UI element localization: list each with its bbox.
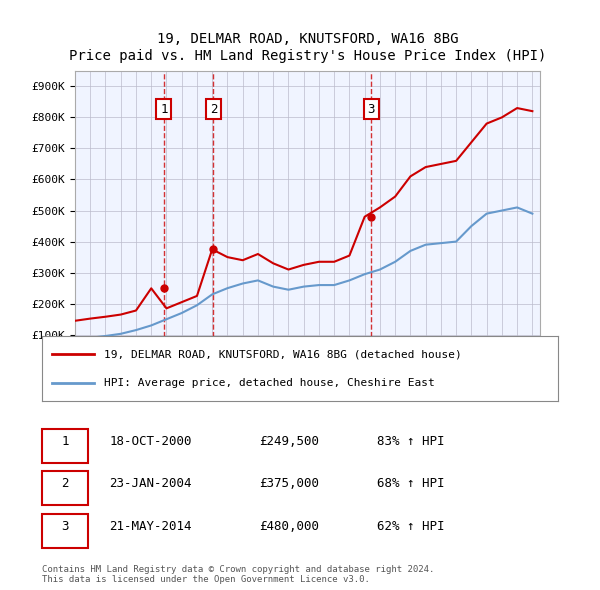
Text: 18-OCT-2000: 18-OCT-2000	[109, 435, 191, 448]
FancyBboxPatch shape	[42, 513, 88, 548]
Text: 62% ↑ HPI: 62% ↑ HPI	[377, 520, 445, 533]
Text: 3: 3	[61, 520, 69, 533]
Text: 19, DELMAR ROAD, KNUTSFORD, WA16 8BG (detached house): 19, DELMAR ROAD, KNUTSFORD, WA16 8BG (de…	[104, 349, 461, 359]
Text: 21-MAY-2014: 21-MAY-2014	[109, 520, 191, 533]
Text: 68% ↑ HPI: 68% ↑ HPI	[377, 477, 445, 490]
Text: 1: 1	[61, 435, 69, 448]
Text: 83% ↑ HPI: 83% ↑ HPI	[377, 435, 445, 448]
FancyBboxPatch shape	[42, 471, 88, 505]
Text: 1: 1	[160, 103, 167, 116]
FancyBboxPatch shape	[42, 428, 88, 463]
Text: 23-JAN-2004: 23-JAN-2004	[109, 477, 191, 490]
Text: £249,500: £249,500	[259, 435, 319, 448]
Text: 2: 2	[210, 103, 217, 116]
Text: £480,000: £480,000	[259, 520, 319, 533]
Text: 2: 2	[61, 477, 69, 490]
Title: 19, DELMAR ROAD, KNUTSFORD, WA16 8BG
Price paid vs. HM Land Registry's House Pri: 19, DELMAR ROAD, KNUTSFORD, WA16 8BG Pri…	[69, 32, 546, 63]
Text: 3: 3	[367, 103, 375, 116]
Text: Contains HM Land Registry data © Crown copyright and database right 2024.
This d: Contains HM Land Registry data © Crown c…	[42, 565, 434, 584]
Text: HPI: Average price, detached house, Cheshire East: HPI: Average price, detached house, Ches…	[104, 378, 434, 388]
Text: £375,000: £375,000	[259, 477, 319, 490]
